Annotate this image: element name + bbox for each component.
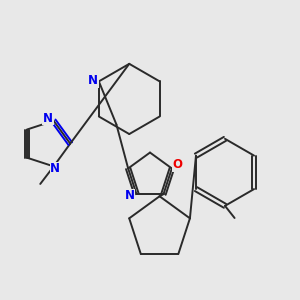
Text: N: N — [88, 74, 98, 87]
Text: O: O — [172, 158, 183, 171]
Text: N: N — [50, 162, 60, 176]
Text: N: N — [124, 189, 134, 202]
Text: N: N — [43, 112, 53, 125]
